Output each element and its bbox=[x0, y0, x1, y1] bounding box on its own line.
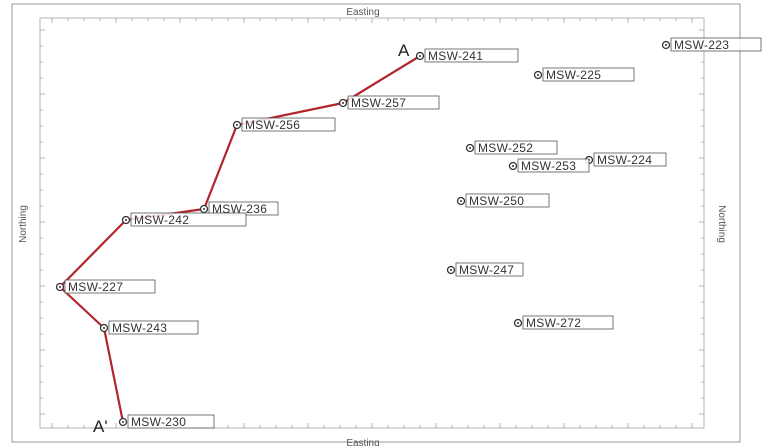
well-label-box bbox=[522, 315, 614, 330]
well-label: MSW-236 bbox=[212, 202, 267, 216]
well-label: MSW-230 bbox=[131, 415, 186, 429]
well-symbol-center bbox=[665, 44, 667, 46]
well-label-box bbox=[130, 212, 247, 227]
well-msw-225: MSW-225 bbox=[533, 67, 635, 82]
well-label: MSW-257 bbox=[351, 96, 406, 110]
well-symbol-center bbox=[419, 55, 421, 57]
well-symbol-center bbox=[512, 165, 514, 167]
well-msw-236: MSW-236 bbox=[199, 201, 279, 216]
well-label: MSW-224 bbox=[597, 153, 652, 167]
well-symbol-center bbox=[537, 74, 539, 76]
well-label-box bbox=[347, 95, 440, 110]
y-axis-title-left: Northing bbox=[18, 205, 29, 243]
well-label: MSW-242 bbox=[134, 213, 189, 227]
well-label: MSW-253 bbox=[521, 159, 576, 173]
well-label-box bbox=[593, 152, 667, 167]
well-symbol-center bbox=[203, 208, 205, 210]
well-msw-223: MSW-223 bbox=[661, 37, 762, 52]
x-axis-title-bottom: Easting bbox=[346, 438, 379, 446]
well-msw-256: MSW-256 bbox=[232, 117, 336, 132]
well-symbol-center bbox=[450, 269, 452, 271]
well-msw-250: MSW-250 bbox=[456, 193, 550, 208]
well-label-box bbox=[465, 193, 550, 208]
well-msw-252: MSW-252 bbox=[465, 140, 558, 155]
well-label: MSW-272 bbox=[526, 316, 581, 330]
well-msw-242: MSW-242 bbox=[121, 212, 247, 227]
well-label-box bbox=[64, 279, 156, 294]
well-label-box bbox=[670, 37, 762, 52]
x-axis-title-top: Easting bbox=[346, 7, 379, 18]
well-msw-247: MSW-247 bbox=[446, 262, 524, 277]
well-msw-224: MSW-224 bbox=[584, 152, 667, 167]
well-msw-257: MSW-257 bbox=[338, 95, 440, 110]
axis-ticks bbox=[40, 18, 704, 428]
well-label: MSW-243 bbox=[112, 321, 167, 335]
well-symbol-center bbox=[122, 421, 124, 423]
well-label: MSW-247 bbox=[459, 263, 514, 277]
well-symbol-center bbox=[125, 219, 127, 221]
well-label: MSW-241 bbox=[428, 49, 483, 63]
section-end-label: A' bbox=[93, 417, 108, 436]
well-label-box bbox=[542, 67, 635, 82]
well-label-box bbox=[127, 414, 215, 429]
well-symbol-center bbox=[517, 322, 519, 324]
well-label: MSW-256 bbox=[245, 118, 300, 132]
well-msw-227: MSW-227 bbox=[55, 279, 156, 294]
well-label-box bbox=[455, 262, 524, 277]
well-msw-253: MSW-253 bbox=[508, 158, 590, 173]
well-symbol-center bbox=[469, 147, 471, 149]
well-symbol-center bbox=[342, 102, 344, 104]
well-label: MSW-225 bbox=[546, 68, 601, 82]
well-label: MSW-252 bbox=[478, 141, 533, 155]
well-symbol-center bbox=[59, 286, 61, 288]
plot-frame bbox=[11, 3, 741, 443]
well-msw-230: MSW-230 bbox=[118, 414, 215, 429]
well-label-box bbox=[108, 320, 199, 335]
well-symbol-center bbox=[103, 327, 105, 329]
well-label: MSW-250 bbox=[469, 194, 524, 208]
well-label: MSW-223 bbox=[674, 38, 729, 52]
well-label-box bbox=[241, 117, 336, 132]
section-start-label: A bbox=[398, 41, 410, 60]
well-msw-243: MSW-243 bbox=[99, 320, 199, 335]
well-label-box bbox=[517, 158, 590, 173]
well-msw-241: MSW-241 bbox=[415, 48, 519, 63]
y-axis-title-right: Northing bbox=[716, 205, 727, 243]
well-symbol-center bbox=[236, 124, 238, 126]
well-msw-272: MSW-272 bbox=[513, 315, 614, 330]
well-label-box bbox=[424, 48, 519, 63]
well-symbol-center bbox=[460, 200, 462, 202]
well-label: MSW-227 bbox=[68, 280, 123, 294]
well-markers: MSW-223 MSW-241 MSW-225 MSW-257 MSW-256 MSW-2… bbox=[55, 37, 762, 429]
well-label-box bbox=[474, 140, 558, 155]
